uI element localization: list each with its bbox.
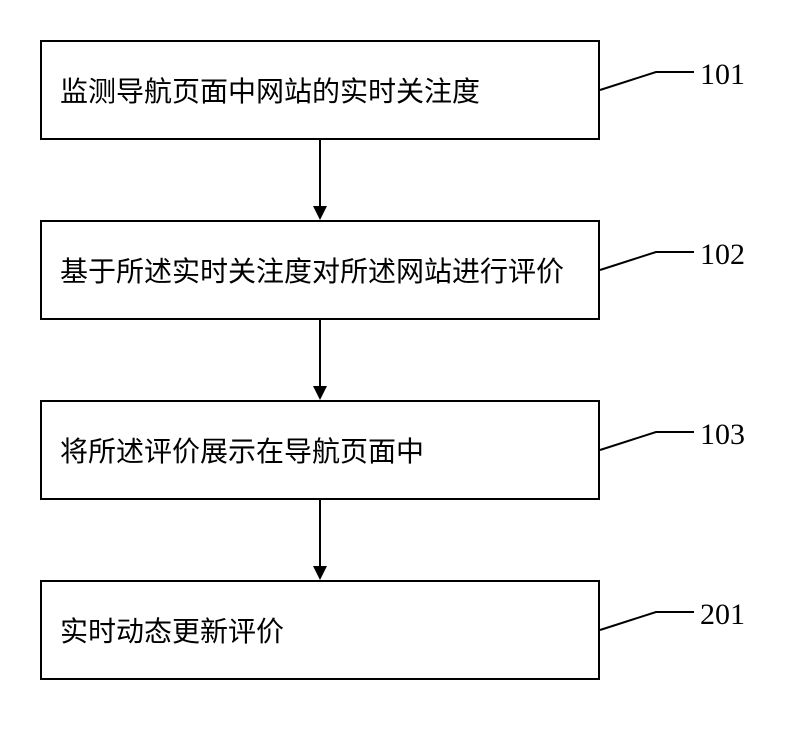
flow-arrowhead-3 (313, 566, 327, 580)
step-label-101: 101 (700, 58, 745, 92)
step-box-102: 基于所述实时关注度对所述网站进行评价 (40, 220, 600, 320)
step-text-103: 将所述评价展示在导航页面中 (60, 430, 424, 470)
step-label-201: 201 (700, 598, 745, 632)
step-text-101: 监测导航页面中网站的实时关注度 (60, 70, 480, 110)
flow-arrowhead-1 (313, 206, 327, 220)
step-box-101: 监测导航页面中网站的实时关注度 (40, 40, 600, 140)
step-text-201: 实时动态更新评价 (60, 610, 284, 650)
step-label-103: 103 (700, 418, 745, 452)
step-box-103: 将所述评价展示在导航页面中 (40, 400, 600, 500)
flow-arrowhead-2 (313, 386, 327, 400)
flow-arrow-3 (319, 500, 321, 566)
flow-arrow-2 (319, 320, 321, 386)
flow-arrow-1 (319, 140, 321, 206)
step-label-102: 102 (700, 238, 745, 272)
flowchart-canvas: 监测导航页面中网站的实时关注度 101 基于所述实时关注度对所述网站进行评价 1… (0, 0, 800, 740)
step-box-201: 实时动态更新评价 (40, 580, 600, 680)
step-text-102: 基于所述实时关注度对所述网站进行评价 (60, 250, 564, 290)
